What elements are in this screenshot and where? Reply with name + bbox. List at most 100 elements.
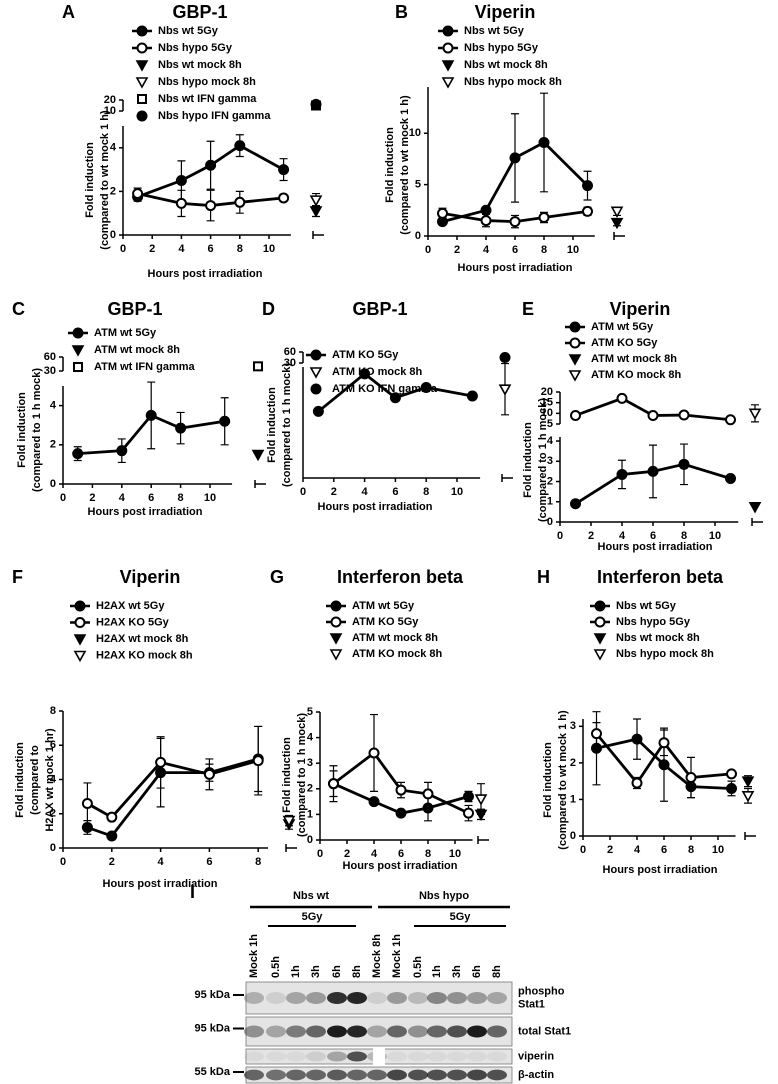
legend-label: Nbs hypo 5Gy <box>616 616 691 628</box>
marker <box>594 600 606 612</box>
y-axis-label: (compared to wt mock 1 h) <box>557 710 569 850</box>
panel-letter: E <box>522 299 534 319</box>
blot-band <box>347 1051 367 1062</box>
marker <box>312 405 324 417</box>
marker <box>309 195 323 207</box>
panel-letter: D <box>262 299 275 319</box>
marker <box>253 361 263 372</box>
y-tick-label: 6 <box>50 739 56 751</box>
marker <box>474 794 488 806</box>
blot-band <box>447 1051 467 1062</box>
marker <box>463 790 474 802</box>
x-axis-label: Hours post irradiation <box>148 268 263 280</box>
marker <box>463 807 474 819</box>
marker <box>509 152 521 164</box>
marker <box>368 747 380 759</box>
marker <box>251 449 265 462</box>
lane-label: 6h <box>331 965 343 978</box>
marker <box>741 790 755 803</box>
y-tick-label: 60 <box>44 351 56 363</box>
x-tick-label: 10 <box>709 530 721 542</box>
legend-label: ATM wt IFN gamma <box>94 361 196 373</box>
marker <box>74 617 86 628</box>
lane-label: 8h <box>491 965 503 978</box>
marker <box>175 197 187 209</box>
blot-band <box>427 992 447 1004</box>
legend-label: ATM wt mock 8h <box>94 344 180 356</box>
x-tick-label: 8 <box>255 856 261 868</box>
blot-band <box>286 1051 306 1062</box>
marker <box>395 784 407 796</box>
x-tick-label: 8 <box>423 486 429 498</box>
x-tick-label: 2 <box>607 844 613 856</box>
y-tick-label: 2 <box>50 439 56 451</box>
x-tick-label: 2 <box>149 243 155 255</box>
panel-letter: G <box>270 567 284 587</box>
marker <box>389 392 401 404</box>
blot-band <box>387 992 407 1004</box>
y-tick-label: 0 <box>50 842 56 854</box>
legend-label: Nbs wt mock 8h <box>616 632 700 644</box>
marker <box>310 349 322 361</box>
x-tick-label: 8 <box>688 844 694 856</box>
marker <box>725 414 736 426</box>
blot-band <box>266 992 286 1004</box>
row-label: viperin <box>518 1050 554 1062</box>
legend-label: Nbs hypo mock 8h <box>616 648 714 660</box>
blot-band <box>387 1051 407 1062</box>
y-tick-label: 20 <box>541 386 553 398</box>
marker <box>310 383 322 395</box>
marker <box>741 776 755 788</box>
blot-membrane <box>245 981 513 1015</box>
marker <box>442 25 454 37</box>
y-tick-label: 15 <box>541 397 553 409</box>
marker <box>136 25 148 37</box>
y-tick-label: 1 <box>570 793 576 805</box>
marker <box>678 409 690 421</box>
marker <box>136 110 148 122</box>
marker <box>726 782 737 794</box>
series-line <box>86 759 259 819</box>
lane-label: 1h <box>290 965 302 978</box>
legend-label: ATM KO 5Gy <box>352 616 419 628</box>
marker <box>631 733 643 745</box>
marker <box>568 370 582 382</box>
y-axis-label: Fold induction <box>84 142 96 218</box>
lane-label: 3h <box>451 965 463 978</box>
x-tick-label: 6 <box>148 492 154 504</box>
y-tick-label: 30 <box>284 357 296 369</box>
row-label: phospho <box>518 985 565 997</box>
y-tick-label: 30 <box>44 365 56 377</box>
marker <box>437 207 448 219</box>
mw-marker: 55 kDa <box>195 1066 231 1078</box>
blot-band <box>266 1025 286 1038</box>
y-axis-label: (compared to 1 h mock) <box>537 398 549 522</box>
marker <box>81 797 93 809</box>
marker <box>538 136 550 148</box>
blot-band <box>306 1069 326 1081</box>
marker <box>71 345 85 357</box>
blot-band <box>367 1025 387 1038</box>
mw-marker: 95 kDa <box>195 989 231 1001</box>
blot-band <box>447 992 467 1004</box>
marker <box>594 616 606 628</box>
y-tick-label: 10 <box>104 105 116 117</box>
x-axis-label: Hours post irradiation <box>343 860 458 872</box>
blot-band <box>367 1069 387 1081</box>
y-tick-label: 4 <box>50 400 57 412</box>
panel-letter: F <box>12 567 23 587</box>
x-axis-label: Hours post irradiation <box>88 506 203 518</box>
marker <box>685 772 697 783</box>
marker <box>726 768 737 780</box>
x-tick-label: 0 <box>317 848 323 860</box>
marker <box>116 445 128 457</box>
marker <box>137 94 147 104</box>
chart-title: Interferon beta <box>597 567 724 587</box>
legend-label: Nbs wt IFN gamma <box>158 93 257 105</box>
x-tick-label: 0 <box>557 530 563 542</box>
y-tick-label: 4 <box>110 142 117 154</box>
y-axis-label: (compared to <box>29 745 41 815</box>
marker <box>569 321 581 333</box>
x-tick-label: 10 <box>451 486 463 498</box>
marker <box>568 354 582 366</box>
